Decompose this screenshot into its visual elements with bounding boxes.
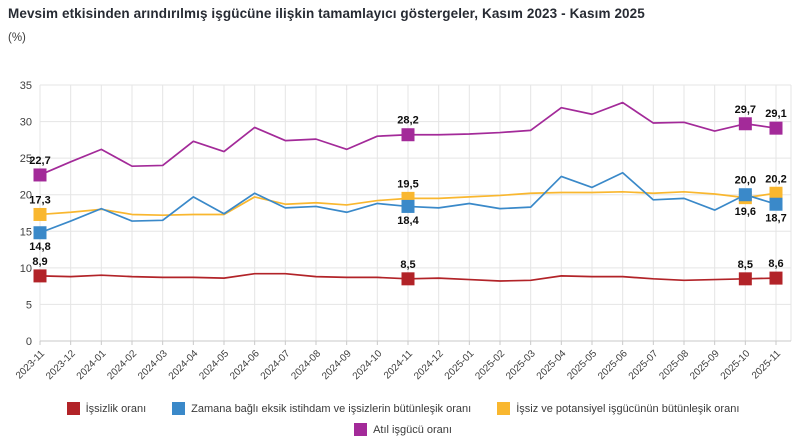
legend-label: Zamana bağlı eksik istihdam ve işsizleri… xyxy=(191,402,472,415)
legend-swatch-yellow xyxy=(497,402,511,415)
x-tick-label: 2024-02 xyxy=(105,348,139,382)
marker-zamana-bagli-eksik-istihdam xyxy=(738,188,752,202)
legend-row-2: Atıl işgücü oranı xyxy=(0,419,806,440)
data-label-zamana-bagli-eksik-istihdam: 18,4 xyxy=(397,215,419,227)
x-tick-label: 2024-07 xyxy=(259,348,293,382)
legend-label: İşsiz ve potansiyel işgücünün bütünleşik… xyxy=(516,402,740,415)
data-label-issizlik-orani: 8,5 xyxy=(738,259,753,271)
marker-issiz-ve-potansiyel-isgucu xyxy=(769,186,783,200)
marker-zamana-bagli-eksik-istihdam xyxy=(401,199,415,213)
y-tick-label: 5 xyxy=(26,299,32,311)
marker-issiz-ve-potansiyel-isgucu xyxy=(33,207,47,221)
y-tick-label: 30 xyxy=(20,117,32,129)
x-tick-label: 2025-07 xyxy=(627,348,661,382)
x-tick-label: 2025-03 xyxy=(504,348,538,382)
x-tick-label: 2023-11 xyxy=(14,348,48,382)
x-tick-label: 2025-10 xyxy=(719,348,753,382)
x-tick-label: 2025-01 xyxy=(443,348,477,382)
y-tick-label: 0 xyxy=(26,336,32,348)
data-label-issizlik-orani: 8,5 xyxy=(400,259,415,271)
data-label-issiz-ve-potansiyel-isgucu: 20,2 xyxy=(765,173,786,185)
data-label-zamana-bagli-eksik-istihdam: 14,8 xyxy=(29,241,50,253)
legend-swatch-blue xyxy=(172,402,186,415)
unit-label: (%) xyxy=(8,32,26,44)
legend-row-1: İşsizlik oranı Zamana bağlı eksik istihd… xyxy=(0,398,806,419)
legend-item-atil-isgucu-orani[interactable]: Atıl işgücü oranı xyxy=(354,423,452,436)
data-label-zamana-bagli-eksik-istihdam: 18,7 xyxy=(765,213,786,225)
marker-atil-isgucu-orani xyxy=(769,121,783,135)
data-label-zamana-bagli-eksik-istihdam: 20,0 xyxy=(735,175,756,187)
x-tick-label: 2024-03 xyxy=(136,348,170,382)
legend-swatch-red xyxy=(66,402,80,415)
x-tick-label: 2024-04 xyxy=(167,348,201,382)
data-label-issiz-ve-potansiyel-isgucu: 19,5 xyxy=(397,178,418,190)
marker-issizlik-orani xyxy=(769,271,783,285)
legend-item-issizlik-orani[interactable]: İşsizlik oranı xyxy=(66,402,147,415)
marker-issizlik-orani xyxy=(738,272,752,286)
marker-zamana-bagli-eksik-istihdam xyxy=(33,226,47,240)
legend-label: İşsizlik oranı xyxy=(85,402,147,415)
legend-swatch-purple xyxy=(354,423,368,436)
chart-title: Mevsim etkisinden arındırılmış işgücüne … xyxy=(8,6,645,21)
x-tick-label: 2024-11 xyxy=(382,348,416,382)
legend-label: Atıl işgücü oranı xyxy=(373,423,452,436)
x-tick-label: 2025-09 xyxy=(688,348,722,382)
y-tick-label: 10 xyxy=(20,263,32,275)
data-label-atil-isgucu-orani: 29,7 xyxy=(735,104,756,116)
x-tick-label: 2024-10 xyxy=(351,348,385,382)
marker-issizlik-orani xyxy=(33,269,47,283)
marker-atil-isgucu-orani xyxy=(33,168,47,182)
x-tick-label: 2024-01 xyxy=(75,348,109,382)
x-tick-label: 2024-09 xyxy=(320,348,354,382)
y-tick-label: 25 xyxy=(20,153,32,165)
x-tick-label: 2025-05 xyxy=(565,348,599,382)
legend-item-zamana-bagli-eksik-istihdam[interactable]: Zamana bağlı eksik istihdam ve işsizleri… xyxy=(172,402,471,415)
x-tick-label: 2024-06 xyxy=(228,348,262,382)
x-tick-label: 2024-08 xyxy=(289,348,323,382)
marker-atil-isgucu-orani xyxy=(738,117,752,131)
data-label-atil-isgucu-orani: 29,1 xyxy=(765,108,786,120)
y-tick-label: 20 xyxy=(20,190,32,202)
x-tick-label: 2025-04 xyxy=(535,348,569,382)
data-label-atil-isgucu-orani: 28,2 xyxy=(397,115,418,127)
y-tick-label: 15 xyxy=(20,226,32,238)
x-tick-label: 2024-12 xyxy=(412,348,446,382)
line-chart-plot-area: 051015202530352023-112023-122024-012024-… xyxy=(14,80,792,382)
x-tick-label: 2023-12 xyxy=(44,348,78,382)
data-label-issizlik-orani: 8,9 xyxy=(32,256,47,268)
legend: İşsizlik oranı Zamana bağlı eksik istihd… xyxy=(0,398,806,440)
data-label-issizlik-orani: 8,6 xyxy=(768,258,783,270)
y-tick-label: 35 xyxy=(20,80,32,92)
marker-zamana-bagli-eksik-istihdam xyxy=(769,197,783,211)
marker-atil-isgucu-orani xyxy=(401,128,415,142)
x-tick-label: 2025-08 xyxy=(657,348,691,382)
x-tick-label: 2025-02 xyxy=(473,348,507,382)
data-label-issiz-ve-potansiyel-isgucu: 17,3 xyxy=(29,194,50,206)
legend-item-issiz-ve-potansiyel-isgucu[interactable]: İşsiz ve potansiyel işgücünün bütünleşik… xyxy=(497,402,739,415)
x-tick-label: 2025-11 xyxy=(750,348,784,382)
data-label-atil-isgucu-orani: 22,7 xyxy=(29,155,50,167)
x-tick-label: 2025-06 xyxy=(596,348,630,382)
x-tick-label: 2024-05 xyxy=(197,348,231,382)
data-label-issiz-ve-potansiyel-isgucu: 19,6 xyxy=(735,206,756,218)
marker-issizlik-orani xyxy=(401,272,415,286)
